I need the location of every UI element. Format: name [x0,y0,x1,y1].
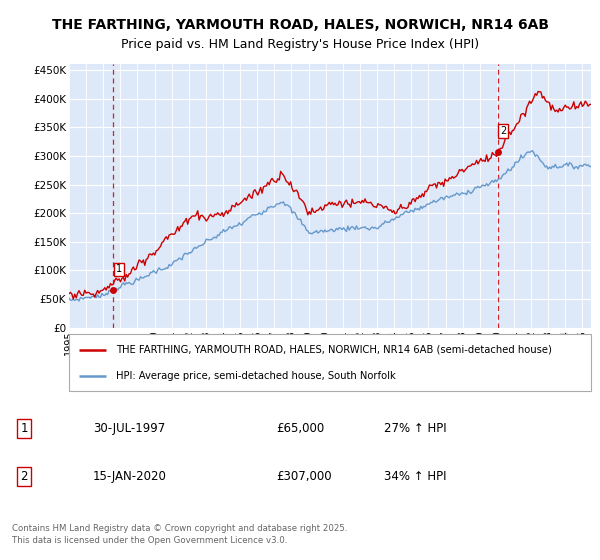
Text: 34% ↑ HPI: 34% ↑ HPI [384,470,446,483]
FancyBboxPatch shape [69,334,591,391]
Text: THE FARTHING, YARMOUTH ROAD, HALES, NORWICH, NR14 6AB (semi-detached house): THE FARTHING, YARMOUTH ROAD, HALES, NORW… [116,344,552,354]
Text: £307,000: £307,000 [276,470,332,483]
Text: Price paid vs. HM Land Registry's House Price Index (HPI): Price paid vs. HM Land Registry's House … [121,38,479,52]
Text: Contains HM Land Registry data © Crown copyright and database right 2025.
This d: Contains HM Land Registry data © Crown c… [12,524,347,545]
Text: 27% ↑ HPI: 27% ↑ HPI [384,422,446,435]
Text: 30-JUL-1997: 30-JUL-1997 [93,422,165,435]
Text: 1: 1 [20,422,28,435]
Text: HPI: Average price, semi-detached house, South Norfolk: HPI: Average price, semi-detached house,… [116,371,396,381]
Text: 2: 2 [20,470,28,483]
Text: THE FARTHING, YARMOUTH ROAD, HALES, NORWICH, NR14 6AB: THE FARTHING, YARMOUTH ROAD, HALES, NORW… [52,18,548,32]
Text: £65,000: £65,000 [276,422,324,435]
Text: 2: 2 [500,126,506,136]
Text: 1: 1 [116,264,122,274]
Text: 15-JAN-2020: 15-JAN-2020 [93,470,167,483]
